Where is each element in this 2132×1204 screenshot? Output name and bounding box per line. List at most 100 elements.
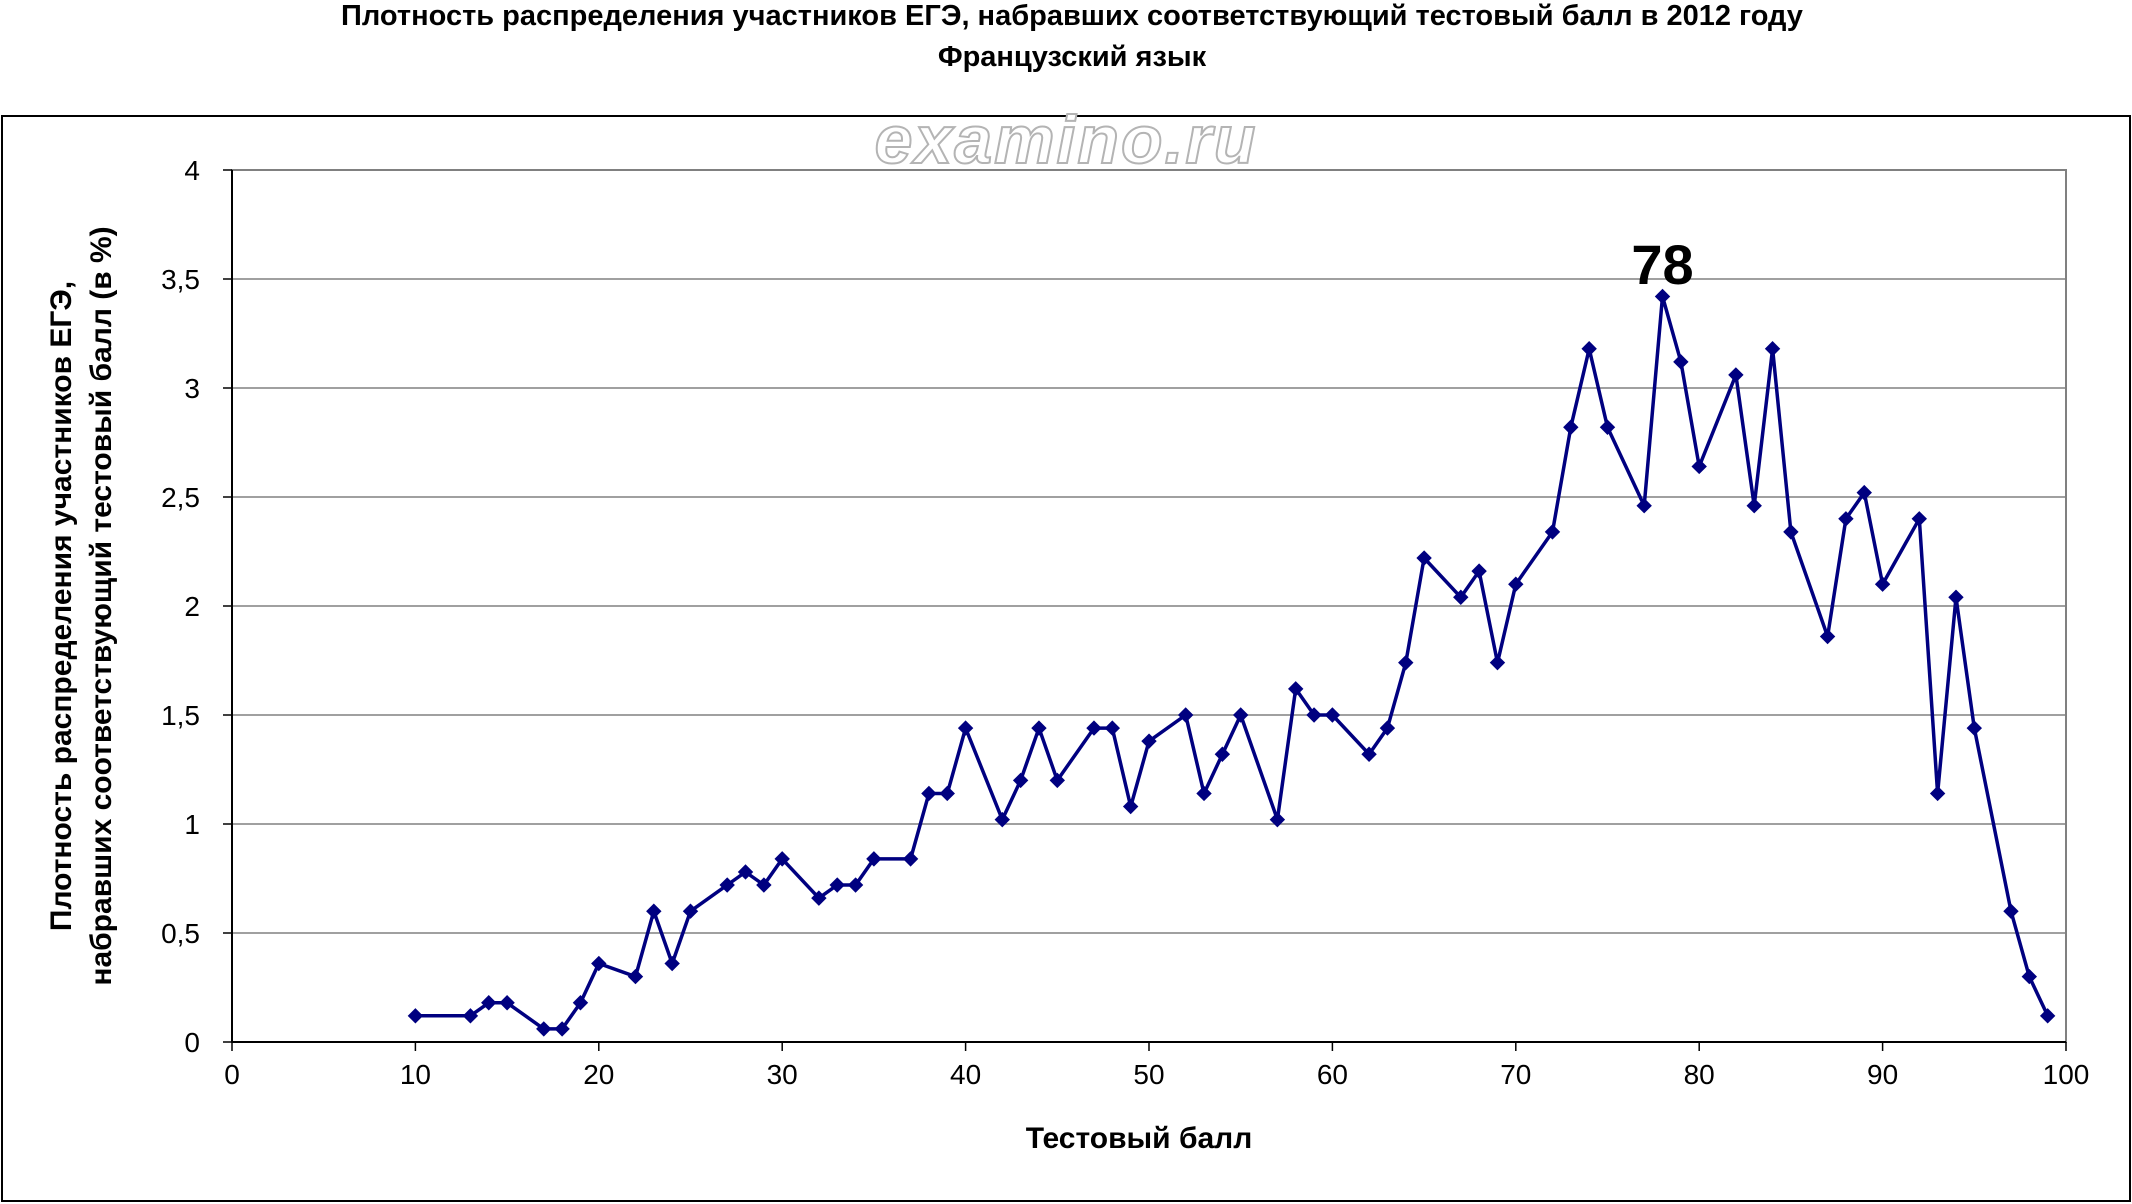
x-tick-label: 40: [950, 1059, 981, 1090]
y-axis-ticks: 0 0,5 1 1,5 2 2,5 3 3,5 4: [161, 155, 232, 1058]
data-point: [1196, 785, 1212, 802]
data-point: [1544, 524, 1561, 540]
data-point: [591, 955, 607, 972]
data-point: [756, 877, 772, 893]
data-point: [866, 851, 882, 867]
grid-lines: [232, 169, 2066, 934]
data-point: [664, 955, 680, 972]
x-tick-label: 100: [2043, 1059, 2090, 1090]
y-axis-label-line-2: набравших соответствующий тестовый балл …: [85, 226, 118, 985]
y-tick-label: 4: [184, 155, 200, 186]
data-point: [1269, 811, 1286, 828]
x-tick-label: 0: [224, 1059, 240, 1090]
data-point: [1929, 785, 1946, 802]
y-tick-label: 1: [184, 809, 200, 840]
x-axis-label: Тестовый балл: [1026, 1122, 1253, 1155]
data-point: [1398, 654, 1414, 671]
x-tick-label: 60: [1317, 1059, 1348, 1090]
chart-subtitle: Французский язык: [938, 41, 1207, 73]
data-point: [994, 811, 1010, 828]
data-point: [1911, 511, 1927, 527]
data-point: [1379, 720, 1396, 736]
x-tick-label: 90: [1867, 1059, 1898, 1090]
data-point: [554, 1021, 570, 1037]
data-point: [719, 877, 735, 893]
data-point: [1416, 550, 1432, 566]
x-tick-label: 80: [1684, 1059, 1715, 1090]
data-point: [1361, 746, 1377, 762]
y-tick-label: 3,5: [161, 264, 200, 295]
data-point: [407, 1008, 424, 1024]
data-point: [1508, 576, 1524, 592]
data-point: [1874, 576, 1891, 592]
x-tick-label: 30: [767, 1059, 798, 1090]
data-point: [682, 903, 699, 919]
data-point: [1177, 707, 1194, 723]
data-point: [902, 851, 919, 867]
data-point: [1746, 498, 1762, 514]
x-tick-label: 70: [1500, 1059, 1531, 1090]
data-point: [2039, 1008, 2056, 1024]
y-axis-label-line-1: Плотность распределения участников ЕГЭ,: [45, 281, 78, 931]
data-point: [1599, 419, 1616, 435]
data-point: [499, 995, 515, 1011]
data-point: [1306, 707, 1322, 723]
data-point: [2021, 968, 2038, 985]
data-point: [1691, 458, 1707, 475]
data-point: [481, 995, 497, 1011]
plot-area: 0 10 20 30 40 50 60 70 80 90 100 0 0,5 1 1,5 2 2,5 3 3,5 4: [161, 155, 2089, 1090]
chart-area-frame: [1, 115, 2131, 1202]
data-point: [1819, 628, 1836, 645]
data-point: [646, 903, 662, 919]
data-point: [1453, 589, 1469, 605]
data-point: [1948, 589, 1964, 605]
data-point: [1324, 707, 1341, 723]
y-tick-label: 3: [184, 373, 200, 404]
data-point: [1783, 524, 1799, 540]
data-point: [1471, 563, 1487, 579]
data-point: [1104, 720, 1121, 736]
data-point: [2003, 903, 2019, 919]
data-point: [627, 968, 644, 985]
data-point: [1232, 707, 1249, 723]
data-point: [1489, 654, 1506, 671]
x-tick-label: 20: [583, 1059, 614, 1090]
data-point: [1856, 484, 1872, 501]
data-point: [829, 877, 845, 893]
data-point: [1636, 498, 1652, 514]
data-point: [1581, 341, 1597, 357]
data-point: [939, 785, 955, 802]
data-point: [1966, 720, 1983, 736]
y-tick-label: 0,5: [161, 918, 200, 949]
data-point: [1764, 341, 1781, 357]
data-point: [957, 720, 974, 736]
chart-title: Плотность распределения участников ЕГЭ, …: [341, 0, 1803, 32]
data-point: [1563, 419, 1579, 435]
data-point: [1838, 511, 1854, 527]
data-point: [1141, 733, 1157, 749]
data-point: [572, 995, 589, 1011]
data-point: [1086, 720, 1102, 736]
y-tick-label: 2,5: [161, 482, 200, 513]
data-point: [1012, 772, 1029, 789]
data-point: [1214, 746, 1231, 762]
data-point: [1728, 367, 1744, 383]
peak-annotation: 78: [1631, 233, 1693, 296]
series-points: [407, 288, 2056, 1037]
y-tick-label: 1,5: [161, 700, 200, 731]
x-axis-ticks: 0 10 20 30 40 50 60 70 80 90 100: [224, 1042, 2089, 1090]
y-tick-label: 2: [184, 591, 200, 622]
data-point: [1654, 288, 1671, 305]
x-tick-label: 50: [1133, 1059, 1164, 1090]
data-point: [462, 1008, 479, 1024]
data-point: [1049, 772, 1066, 789]
data-point: [1122, 798, 1139, 815]
data-point: [536, 1021, 552, 1037]
data-point: [1673, 354, 1689, 370]
data-point: [921, 785, 937, 802]
data-point: [847, 877, 864, 893]
data-point: [774, 851, 790, 867]
data-point: [811, 890, 827, 906]
data-point: [1031, 720, 1047, 736]
data-point: [737, 864, 754, 880]
